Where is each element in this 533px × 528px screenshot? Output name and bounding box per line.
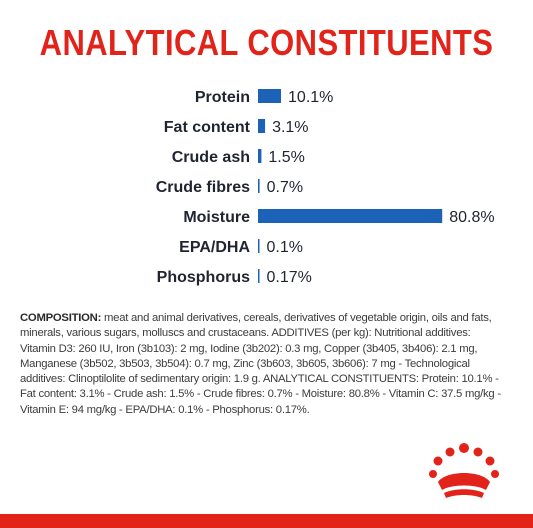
value-label: 0.17% (267, 269, 312, 286)
category-label: Crude ash (172, 149, 250, 166)
bar (258, 149, 262, 163)
value-label: 10.1% (288, 89, 333, 106)
value-label: 0.1% (267, 239, 303, 256)
category-label: Phosphorus (157, 269, 250, 286)
value-label: 1.5% (268, 149, 304, 166)
bar (258, 119, 266, 133)
bar (258, 179, 260, 193)
composition-body: meat and animal derivatives, cereals, de… (20, 312, 501, 416)
composition-label: COMPOSITION: (20, 312, 102, 324)
analytical-constituents-chart: Protein 10.1% Fat content 3.1% Crude ash 1.5%… (156, 89, 495, 286)
category-label: Protein (195, 89, 250, 106)
value-label: 80.8% (449, 209, 494, 226)
page-title: ANALYTICAL CONSTITUENTS (39, 22, 494, 63)
bar (258, 209, 443, 223)
category-label: Crude fibres (156, 179, 250, 196)
royal-canin-crown-icon (429, 443, 499, 498)
composition-text: COMPOSITION: meat and animal derivatives… (20, 311, 506, 418)
value-label: 3.1% (272, 119, 308, 136)
category-label: Fat content (164, 119, 251, 136)
bar (258, 269, 260, 283)
bar (258, 89, 282, 103)
category-label: Moisture (183, 209, 250, 226)
bottom-accent-band (0, 514, 533, 528)
category-label: EPA/DHA (179, 239, 250, 256)
bar (258, 239, 260, 253)
value-label: 0.7% (267, 179, 303, 196)
